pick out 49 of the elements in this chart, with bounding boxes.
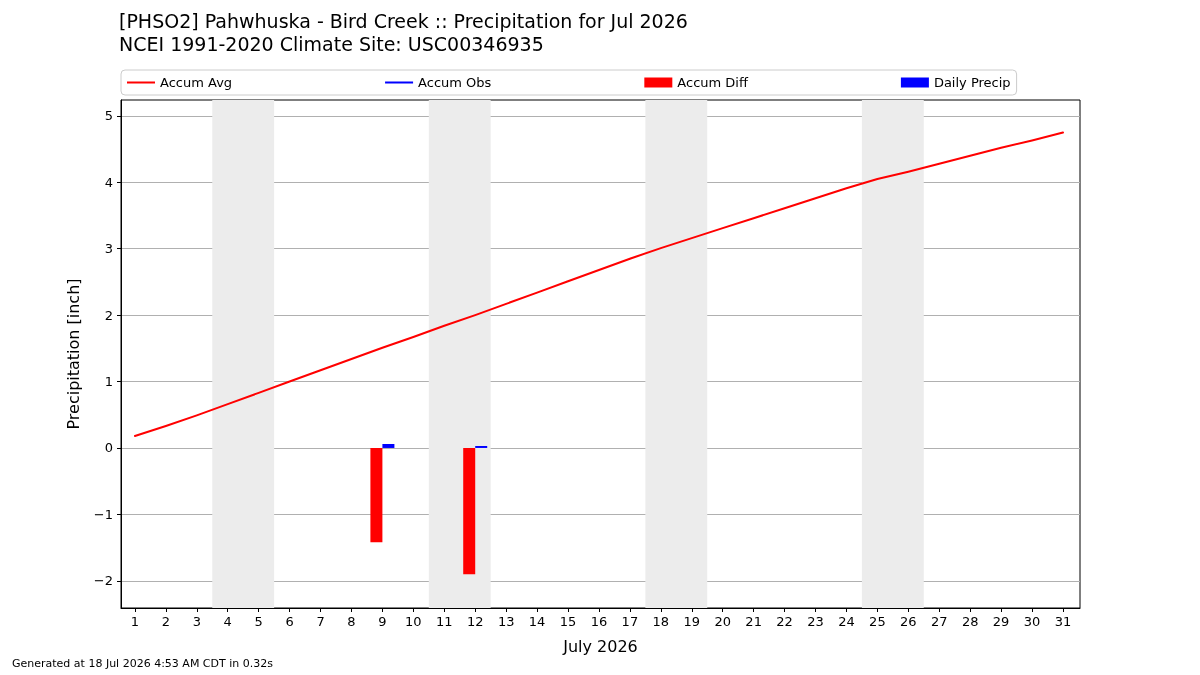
- y-tick-label: 4: [104, 174, 113, 190]
- y-tick-label: −1: [93, 506, 113, 522]
- x-tick-label: 22: [776, 614, 793, 629]
- x-tick-label: 31: [1054, 614, 1072, 629]
- x-tick-label: 25: [869, 614, 886, 629]
- y-tick-label: 5: [104, 108, 113, 124]
- x-tick-label: 18: [652, 614, 670, 629]
- x-tick-label: 10: [405, 614, 422, 629]
- text: Generated at 18 Jul 2026 4:53 AM CDT in 0.32s: [12, 657, 274, 670]
- chart-subtitle: NCEI 1991-2020 Climate Site: USC00346935: [119, 32, 544, 55]
- x-tick-label: 19: [683, 614, 701, 629]
- x-tick-label: 2: [161, 614, 170, 629]
- x-tick-label: 30: [1023, 614, 1041, 629]
- x-tick-label: 13: [497, 614, 515, 629]
- legend-label: Daily Precip: [933, 75, 1011, 90]
- y-tick-label: 2: [104, 307, 113, 323]
- x-tick-label: 5: [254, 614, 263, 629]
- x-tick-label: 16: [590, 614, 608, 629]
- x-axis-title: July 2026: [562, 636, 638, 656]
- x-tick-label: 4: [223, 614, 232, 629]
- x-tick-label: 17: [621, 614, 639, 629]
- legend-label: Accum Obs: [418, 75, 492, 90]
- y-tick-label: 0: [104, 440, 113, 456]
- x-tick-label: 3: [192, 614, 201, 629]
- x-tick-label: 26: [900, 614, 917, 629]
- y-tick-label: −2: [93, 573, 113, 589]
- x-tick-label: 28: [961, 614, 979, 629]
- x-tick-label: 14: [528, 614, 546, 629]
- x-tick-label: 27: [930, 614, 948, 629]
- y-axis-title: Precipitation [inch]: [63, 278, 83, 430]
- x-tick-label: 24: [838, 614, 855, 629]
- x-tick-label: 7: [316, 614, 325, 629]
- legend-label: Accum Avg: [160, 75, 233, 90]
- x-tick-label: 8: [347, 614, 356, 629]
- chart-title: [PHSO2] Pahwhuska - Bird Creek :: Precipitation for Jul 2026: [119, 9, 688, 32]
- x-tick-label: 20: [714, 614, 731, 629]
- legend-label: Accum Diff: [677, 75, 749, 90]
- x-tick-label: 15: [559, 614, 577, 629]
- y-tick-label: 3: [104, 241, 113, 257]
- x-tick-label: 9: [378, 614, 387, 629]
- x-tick-label: 1: [130, 614, 140, 629]
- x-tick-label: 21: [745, 614, 762, 629]
- line-series: [133, 131, 1064, 438]
- y-tick-label: 1: [104, 374, 113, 390]
- x-tick-label: 11: [436, 614, 453, 629]
- x-tick-label: 23: [807, 614, 824, 629]
- x-tick-label: 29: [992, 614, 1010, 629]
- x-tick-label: 6: [285, 614, 294, 629]
- x-tick-label: 12: [466, 614, 484, 629]
